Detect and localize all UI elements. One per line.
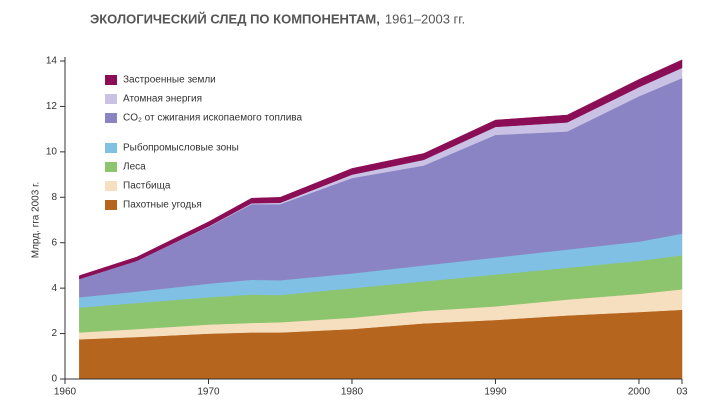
y-tick-label: 0 — [51, 374, 57, 385]
chart-title: ЭКОЛОГИЧЕСКИЙ СЛЕД ПО КОМПОНЕНТАМ, — [90, 11, 380, 26]
legend-label: Леса — [123, 162, 146, 173]
legend-swatch — [105, 75, 117, 85]
chart-subtitle: 1961–2003 гг. — [385, 11, 465, 26]
x-tick-label: 1960 — [54, 387, 77, 398]
y-tick-label: 6 — [51, 237, 57, 248]
x-tick-label: 03 — [676, 387, 688, 398]
legend-swatch — [105, 113, 117, 123]
area — [79, 59, 683, 280]
y-tick-label: 8 — [51, 192, 57, 203]
x-tick-label: 1980 — [341, 387, 364, 398]
y-tick-label: 14 — [46, 56, 58, 67]
x-tick-label: 2000 — [628, 387, 651, 398]
y-axis-label: Млрд. гга 2003 г. — [31, 182, 42, 259]
y-tick-label: 2 — [51, 328, 57, 339]
x-tick-label: 1970 — [197, 387, 220, 398]
legend-label: CO₂ от сжигания ископаемого топлива — [123, 113, 302, 124]
legend-swatch — [105, 162, 117, 172]
y-tick-label: 4 — [51, 283, 57, 294]
x-tick-label: 1990 — [484, 387, 507, 398]
legend-label: Пахотные угодья — [123, 200, 202, 211]
legend-label: Рыбопромысловые зоны — [123, 142, 239, 154]
legend-swatch — [105, 94, 117, 104]
y-tick-label: 12 — [46, 101, 58, 112]
legend-label: Застроенные земли — [123, 75, 216, 86]
legend-swatch — [105, 143, 117, 153]
legend-swatch — [105, 200, 117, 210]
y-tick-label: 10 — [46, 146, 58, 157]
legend-label: Атомная энергия — [123, 94, 202, 105]
legend-label: Пастбища — [123, 180, 171, 192]
legend-swatch — [105, 181, 117, 191]
